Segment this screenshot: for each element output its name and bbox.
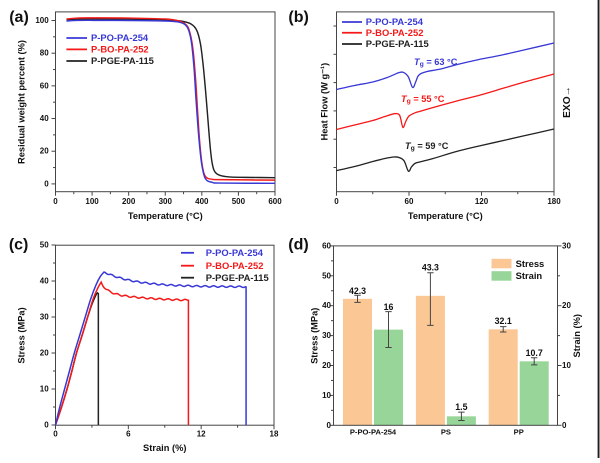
svg-text:30: 30 (322, 331, 331, 340)
svg-text:(a): (a) (9, 9, 29, 26)
svg-text:30: 30 (40, 313, 49, 322)
svg-text:EXO→: EXO→ (562, 86, 573, 118)
svg-text:20: 20 (40, 349, 49, 358)
svg-text:P-PO-PA-254: P-PO-PA-254 (366, 16, 424, 27)
svg-text:10.7: 10.7 (526, 348, 543, 358)
svg-text:120: 120 (475, 197, 489, 206)
svg-text:Heat Flow (W g⁻¹): Heat Flow (W g⁻¹) (320, 63, 330, 141)
svg-text:P-PGE-PA-115: P-PGE-PA-115 (206, 272, 269, 283)
svg-text:43.3: 43.3 (422, 262, 439, 272)
svg-text:400: 400 (195, 197, 209, 206)
svg-text:180: 180 (547, 197, 561, 206)
svg-text:P-BO-PA-252: P-BO-PA-252 (206, 260, 264, 271)
svg-text:60: 60 (322, 241, 331, 250)
svg-text:500: 500 (232, 197, 246, 206)
svg-text:(b): (b) (288, 9, 308, 26)
svg-text:(d): (d) (288, 237, 308, 254)
svg-text:Temperature (°C): Temperature (°C) (128, 211, 203, 221)
svg-text:Tg = 59 °C: Tg = 59 °C (405, 141, 449, 152)
svg-text:P-PGE-PA-115: P-PGE-PA-115 (91, 55, 154, 66)
svg-text:80: 80 (40, 49, 49, 58)
svg-text:16: 16 (384, 302, 394, 312)
svg-text:Strain: Strain (516, 270, 543, 281)
svg-text:40: 40 (40, 277, 49, 286)
svg-text:100: 100 (35, 16, 49, 25)
svg-text:18: 18 (270, 430, 279, 439)
svg-text:Strain (%): Strain (%) (143, 443, 186, 453)
svg-text:10: 10 (562, 361, 571, 370)
svg-text:P-BO-PA-252: P-BO-PA-252 (366, 27, 424, 38)
svg-text:0: 0 (334, 197, 339, 206)
svg-text:50: 50 (40, 241, 49, 250)
svg-text:P-PO-PA-254: P-PO-PA-254 (206, 247, 264, 258)
svg-text:PP: PP (514, 427, 524, 436)
svg-text:20: 20 (562, 301, 571, 310)
svg-text:0: 0 (44, 421, 49, 430)
svg-text:P-PO-PA-254: P-PO-PA-254 (350, 427, 397, 436)
svg-text:40: 40 (322, 301, 331, 310)
svg-text:P-BO-PA-252: P-BO-PA-252 (91, 44, 149, 55)
svg-text:32.1: 32.1 (495, 316, 512, 326)
svg-text:Residual weight percent (%): Residual weight percent (%) (17, 40, 27, 164)
svg-text:Strain (%): Strain (%) (572, 314, 582, 357)
svg-text:Temperature (°C): Temperature (°C) (408, 211, 483, 221)
svg-text:20: 20 (322, 361, 331, 370)
svg-text:60: 60 (40, 81, 49, 90)
svg-text:600: 600 (268, 197, 282, 206)
svg-text:Stress: Stress (516, 258, 545, 269)
svg-text:0: 0 (327, 421, 332, 430)
svg-text:42.3: 42.3 (349, 286, 366, 296)
svg-text:10: 10 (40, 385, 49, 394)
svg-text:0: 0 (53, 430, 58, 439)
svg-text:60: 60 (405, 197, 414, 206)
svg-text:Tg = 63 °C: Tg = 63 °C (414, 57, 458, 68)
svg-text:0: 0 (562, 421, 567, 430)
svg-text:(c): (c) (9, 237, 29, 254)
svg-text:200: 200 (122, 197, 136, 206)
svg-text:10: 10 (322, 391, 331, 400)
svg-text:PS: PS (441, 427, 451, 436)
svg-text:100: 100 (85, 197, 99, 206)
svg-text:6: 6 (126, 430, 131, 439)
svg-text:12: 12 (197, 430, 206, 439)
svg-text:P-PGE-PA-115: P-PGE-PA-115 (366, 38, 429, 49)
svg-text:1.5: 1.5 (455, 402, 467, 412)
svg-text:Stress (MPa): Stress (MPa) (310, 308, 320, 364)
svg-text:300: 300 (159, 197, 173, 206)
svg-text:0: 0 (44, 179, 49, 188)
svg-text:Tg = 55 °C: Tg = 55 °C (401, 94, 445, 105)
svg-text:30: 30 (562, 241, 571, 250)
svg-text:P-PO-PA-254: P-PO-PA-254 (91, 32, 149, 43)
svg-text:Stress (MPa): Stress (MPa) (17, 307, 27, 363)
svg-text:20: 20 (40, 147, 49, 156)
svg-text:0: 0 (53, 197, 58, 206)
svg-text:50: 50 (322, 271, 331, 280)
svg-text:40: 40 (40, 114, 49, 123)
